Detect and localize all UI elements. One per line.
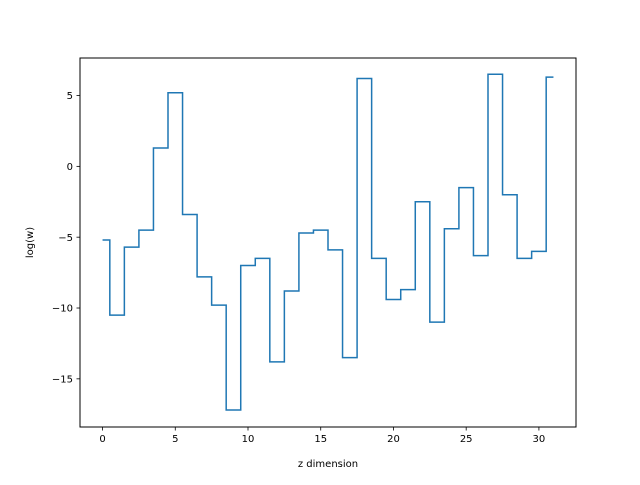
x-tick-label-4: 20 (387, 434, 400, 445)
plot-frame (79, 57, 577, 428)
x-axis-label: z dimension (298, 459, 358, 470)
y-tick-label-1: −10 (52, 304, 73, 315)
y-tick-label-0: −15 (52, 374, 73, 385)
series-line-0 (102, 73, 554, 411)
y-tick-label-3: 0 (67, 162, 73, 173)
x-tick-label-3: 15 (314, 434, 327, 445)
y-tick-label-4: 5 (67, 91, 73, 102)
y-axis-label: log(w) (25, 227, 36, 258)
x-tick-label-6: 30 (533, 434, 546, 445)
x-tick-label-1: 5 (172, 434, 178, 445)
x-tick-label-0: 0 (99, 434, 105, 445)
ticks-layer: 0 5 10 15 20 25 30 −15 −10 −5 0 5 (52, 91, 545, 445)
y-tick-label-2: −5 (58, 233, 73, 244)
series-layer (102, 73, 554, 411)
x-tick-label-5: 25 (460, 434, 473, 445)
x-tick-label-2: 10 (242, 434, 255, 445)
